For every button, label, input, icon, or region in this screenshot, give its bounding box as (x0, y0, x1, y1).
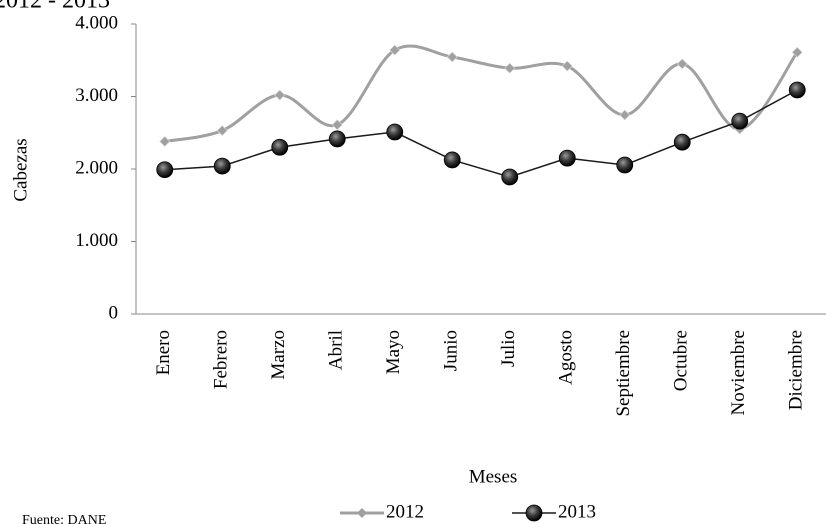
x-tick-label: Mayo (383, 330, 404, 374)
y-tick-label: 3.000 (75, 85, 118, 106)
x-tick-label: Octubre (671, 330, 692, 391)
series-line (164, 44, 799, 143)
source: Fuente: DANE (22, 513, 106, 524)
x-tick-label: Julio (498, 330, 519, 367)
point (616, 156, 634, 174)
point (156, 161, 174, 179)
point (271, 138, 289, 156)
point (331, 119, 343, 131)
point (446, 51, 458, 63)
legend-label: 2012 (386, 501, 424, 522)
x-tick-label: Febrero (211, 330, 232, 389)
x-tick-label: Enero (153, 330, 174, 375)
legend-marker (525, 504, 543, 522)
y-tick-label: 1.000 (75, 230, 118, 251)
chart-title: 2012 - 2013 (0, 0, 110, 14)
point (443, 151, 461, 169)
point (216, 125, 228, 136)
x-tick-label: Septiembre (613, 330, 634, 417)
x-tick-label: Noviembre (728, 330, 749, 415)
series-line (164, 89, 798, 178)
point (673, 133, 691, 151)
point (676, 58, 688, 70)
point (274, 89, 286, 101)
point (791, 46, 803, 58)
x-tick-label: Diciembre (786, 330, 807, 410)
x-axis-title: Meses (469, 466, 518, 487)
point (619, 109, 631, 121)
point (386, 123, 404, 141)
legend-label: 2013 (558, 501, 596, 522)
point (558, 149, 576, 167)
x-tick-label: Agosto (556, 330, 577, 385)
point (213, 157, 231, 175)
point (501, 168, 519, 186)
legend-marker (357, 508, 367, 518)
point (731, 112, 749, 130)
point (504, 62, 516, 74)
point (159, 136, 171, 147)
point (389, 44, 401, 56)
x-tick-label: Junio (441, 330, 462, 371)
point (561, 60, 573, 72)
y-axis-title: Cabezas (10, 138, 31, 201)
y-tick-label: 4.000 (75, 12, 118, 33)
point (328, 130, 346, 148)
x-tick-label: Abril (326, 330, 347, 370)
x-tick-label: Marzo (268, 330, 289, 380)
point (788, 81, 806, 99)
y-tick-label: 2.000 (75, 157, 118, 178)
y-tick-label: 0 (109, 302, 119, 323)
